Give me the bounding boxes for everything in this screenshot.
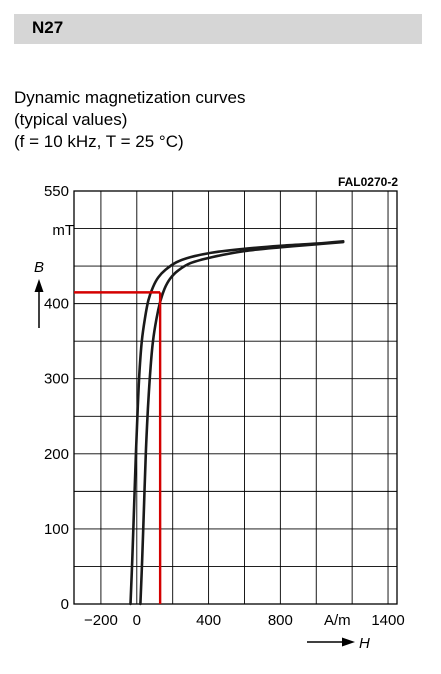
grid xyxy=(73,190,398,605)
figure-reference: FAL0270-2 xyxy=(338,175,398,189)
plot-frame xyxy=(73,190,398,605)
x-tick-label: 0 xyxy=(133,612,141,629)
y-axis-arrow-icon xyxy=(34,279,44,328)
magnetization-curve-2 xyxy=(139,240,345,606)
x-axis-arrow-icon xyxy=(307,637,355,647)
chart-title-line3: (f = 10 kHz, T = 25 °C) xyxy=(14,132,184,151)
curves xyxy=(129,240,345,606)
y-tick-label: 400 xyxy=(44,296,69,313)
header-title: N27 xyxy=(32,18,64,37)
chart-title-line1: Dynamic magnetization curves xyxy=(14,88,246,107)
chart-title-line2: (typical values) xyxy=(14,110,128,129)
y-unit-label: mT xyxy=(52,222,74,239)
x-unit-label: A/m xyxy=(324,612,351,629)
y-tick-label: 550 xyxy=(44,183,69,200)
chart-title: Dynamic magnetization curves (typical va… xyxy=(14,87,245,153)
x-tick-label: −200 xyxy=(84,612,118,629)
x-tick-label: 1400 xyxy=(371,612,404,629)
y-axis-label: B xyxy=(34,259,44,276)
y-tick-label: 0 xyxy=(61,596,69,613)
x-axis-label: H xyxy=(359,635,370,652)
y-tick-label: 300 xyxy=(44,371,69,388)
header-bar: N27 xyxy=(14,14,422,44)
x-tick-label: 800 xyxy=(268,612,293,629)
y-tick-label: 100 xyxy=(44,521,69,538)
magnetization-curve-1 xyxy=(129,240,345,606)
x-tick-label: 400 xyxy=(196,612,221,629)
y-tick-label: 200 xyxy=(44,446,69,463)
tick-labels: 0 100 200 300 400 550 −200 0 400 800 1400 xyxy=(44,183,405,629)
reference-lines xyxy=(74,291,162,604)
